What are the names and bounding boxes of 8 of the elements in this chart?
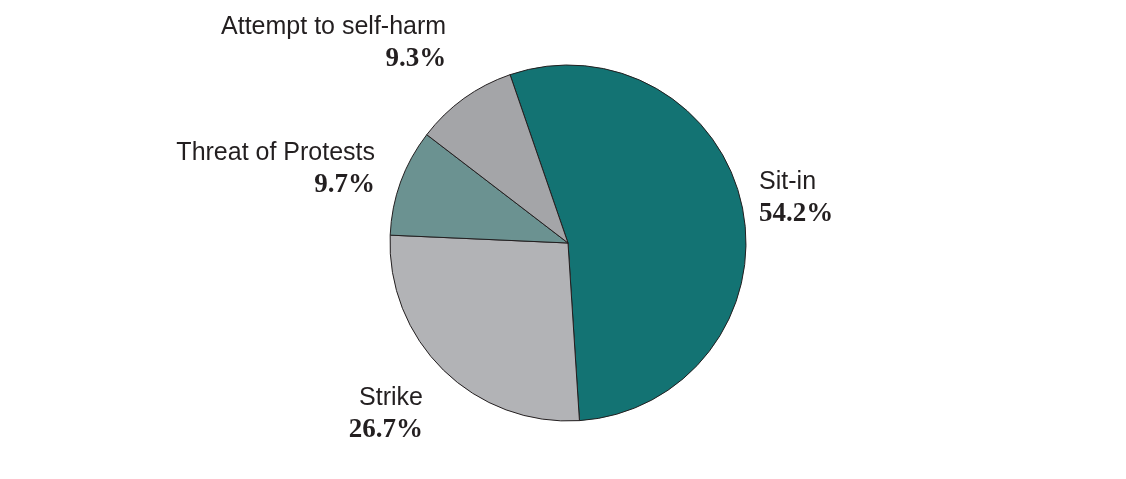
- data-label: 9.3%: [385, 41, 447, 72]
- slice-label: Threat of Protests: [176, 136, 376, 165]
- slice-label: Strike: [359, 381, 424, 410]
- data-label: 9.7%: [314, 167, 376, 198]
- slice-label: Sit-in: [759, 165, 817, 194]
- data-label: 26.7%: [348, 412, 424, 443]
- data-label: 54.2%: [759, 196, 834, 227]
- slice-label: Attempt to self-harm: [221, 10, 447, 39]
